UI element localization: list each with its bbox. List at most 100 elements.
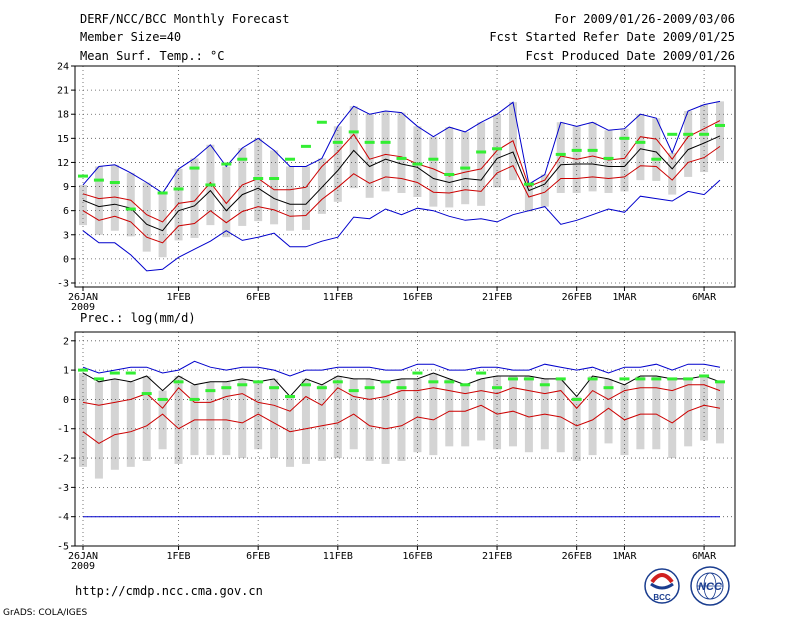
mean-marker — [476, 371, 487, 375]
spread-bar — [238, 147, 247, 226]
x-tick-label: 26JAN — [68, 551, 98, 562]
mean-marker — [332, 380, 343, 384]
x-tick-label: 1FEB — [167, 551, 191, 562]
mean-marker — [189, 397, 200, 401]
mean-marker — [428, 380, 439, 384]
footer-url: http://cmdp.ncc.cma.gov.cn — [75, 584, 263, 598]
x-tick-label: 6MAR — [692, 551, 717, 562]
mean-marker — [444, 172, 455, 176]
spread-bar — [190, 158, 199, 238]
spread-bar — [684, 378, 693, 447]
spread-bar — [524, 184, 533, 212]
mean-marker — [651, 377, 662, 381]
mean-marker — [141, 392, 152, 396]
x-tick-label: 26JAN — [68, 292, 98, 303]
mean-marker — [316, 120, 327, 124]
y-tick-label: 9 — [63, 182, 69, 193]
upper-percentile-line — [82, 120, 721, 223]
spread-bar — [301, 166, 310, 230]
y-tick-label: 0 — [63, 254, 69, 265]
mean-marker — [587, 377, 598, 381]
mean-marker — [571, 148, 582, 152]
mean-marker — [78, 174, 88, 178]
mean-marker — [348, 130, 359, 134]
spread-bar — [604, 130, 613, 193]
spread-bar — [668, 152, 677, 195]
mean-marker — [492, 386, 503, 390]
mean-marker — [492, 147, 503, 151]
y-tick-label: 21 — [57, 86, 69, 97]
x-tick-label: 1FEB — [167, 292, 191, 303]
mean-marker — [476, 150, 487, 154]
spread-bar — [94, 166, 103, 235]
mean-marker — [651, 157, 662, 161]
spread-bar — [684, 111, 693, 177]
mean-marker — [300, 383, 311, 387]
mean-marker — [125, 207, 136, 211]
spread-bar — [636, 114, 645, 181]
spread-bar — [445, 127, 454, 208]
mean-marker — [412, 371, 423, 375]
spread-bar — [556, 378, 565, 453]
mean-marker — [555, 152, 566, 156]
spread-bar — [397, 378, 406, 461]
spread-bar — [349, 106, 358, 189]
header-member-size: Member Size=40 — [80, 30, 181, 44]
spread-bar — [477, 378, 486, 441]
spread-bar — [286, 166, 295, 231]
mean-marker — [699, 132, 710, 136]
spread-bar — [365, 114, 374, 198]
spread-bar — [254, 381, 263, 450]
spread-bar — [222, 381, 231, 456]
spread-bar — [301, 378, 310, 464]
spread-bar — [413, 126, 422, 197]
spread-bar — [238, 378, 247, 459]
spread-bar — [158, 192, 167, 258]
spread-bar — [445, 378, 454, 447]
mean-marker — [237, 157, 248, 161]
y-tick-label: 1 — [63, 366, 69, 377]
spread-bar — [142, 182, 151, 252]
mean-marker — [205, 389, 216, 393]
header-variable: Mean Surf. Temp.: °C — [80, 49, 225, 63]
max-line — [82, 100, 721, 194]
spread-bar — [652, 375, 661, 450]
mean-marker — [683, 377, 694, 381]
mean-marker — [269, 177, 280, 181]
y-tick-label: 18 — [57, 110, 69, 121]
mean-marker — [285, 394, 296, 398]
spread-bar — [142, 375, 151, 461]
spread-bar — [588, 122, 597, 192]
y-tick-label: 15 — [57, 134, 69, 145]
mean-marker — [93, 377, 104, 381]
mean-marker — [332, 140, 343, 144]
spread-bar — [270, 378, 279, 459]
lower-percentile-line — [82, 145, 721, 244]
mean-marker — [507, 377, 518, 381]
mean-marker — [364, 140, 375, 144]
spread-bar — [94, 381, 103, 479]
spread-bar — [317, 158, 326, 214]
mean-marker — [523, 377, 534, 381]
mean-marker — [364, 386, 375, 390]
y-tick-label: 12 — [57, 158, 69, 169]
mean-marker — [316, 386, 327, 390]
spread-bar — [158, 390, 167, 450]
mean-marker — [699, 374, 710, 378]
x-tick-label: 11FEB — [323, 551, 353, 562]
spread-bar — [477, 122, 486, 206]
y-tick-label: 24 — [57, 62, 69, 73]
x-tick-year-label: 2009 — [71, 561, 95, 572]
spread-bar — [413, 378, 422, 453]
mean-marker — [253, 380, 264, 384]
x-tick-label: 6FEB — [246, 551, 270, 562]
x-tick-label: 1MAR — [612, 292, 637, 303]
spread-bar — [397, 112, 406, 193]
mean-marker — [348, 389, 359, 393]
spread-bar — [524, 375, 533, 453]
mean-marker — [173, 380, 184, 384]
y-tick-label: 6 — [63, 206, 69, 217]
ncc-logo-text: NCC — [698, 581, 723, 593]
